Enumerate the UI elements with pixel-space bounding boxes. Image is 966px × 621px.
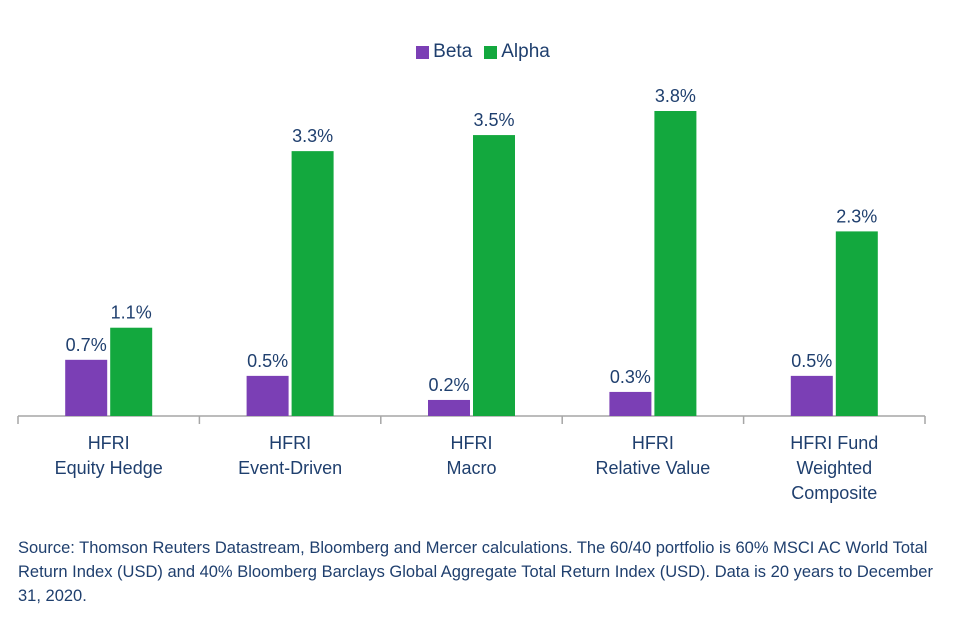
category-label: HFRI (632, 433, 674, 453)
bar-alpha (835, 231, 878, 416)
legend-label-beta: Beta (433, 41, 473, 62)
data-label-alpha: 2.3% (836, 206, 877, 226)
source-note: Source: Thomson Reuters Datastream, Bloo… (18, 539, 933, 605)
category-label: Macro (446, 458, 496, 478)
data-label-beta: 0.3% (610, 367, 651, 387)
bar-beta (246, 375, 289, 416)
category-label: Composite (791, 483, 877, 503)
data-label-alpha: 3.8% (655, 86, 696, 106)
data-label-beta: 0.5% (791, 351, 832, 371)
legend-item-beta: Beta (416, 41, 472, 63)
data-label-alpha: 3.3% (292, 126, 333, 146)
chart-legend: Beta Alpha (0, 41, 966, 63)
bar-alpha (473, 135, 515, 416)
data-label-beta: 0.2% (428, 375, 469, 395)
bar-alpha (110, 327, 153, 416)
data-label-alpha: 3.5% (473, 110, 514, 130)
category-label: HFRI (88, 433, 130, 453)
legend-label-alpha: Alpha (501, 41, 550, 62)
bar-beta (65, 359, 108, 416)
category-label: HFRI (269, 433, 311, 453)
legend-swatch-alpha (484, 45, 498, 59)
legend-item-alpha: Alpha (484, 41, 550, 63)
category-label: Relative Value (596, 458, 711, 478)
bar-alpha (291, 151, 334, 416)
bar-beta (428, 399, 470, 416)
category-label: HFRI Fund (790, 433, 878, 453)
category-label: Weighted (796, 458, 872, 478)
bar-chart: 0.7%1.1% HFRI Equity Hedge 0.5% 3.3% HFRI Even… (17, 86, 926, 503)
bar-beta (790, 375, 833, 416)
legend-swatch-beta (416, 45, 430, 59)
bar-alpha (654, 111, 697, 416)
data-label-alpha: 1.1% (111, 303, 152, 323)
data-label-beta: 0.5% (247, 351, 288, 371)
bar-beta (609, 391, 652, 416)
data-label-beta: 0.7% (66, 335, 107, 355)
category-label: Equity Hedge (55, 458, 163, 478)
category-label: Event-Driven (238, 458, 342, 478)
category-label: HFRI (451, 433, 493, 453)
